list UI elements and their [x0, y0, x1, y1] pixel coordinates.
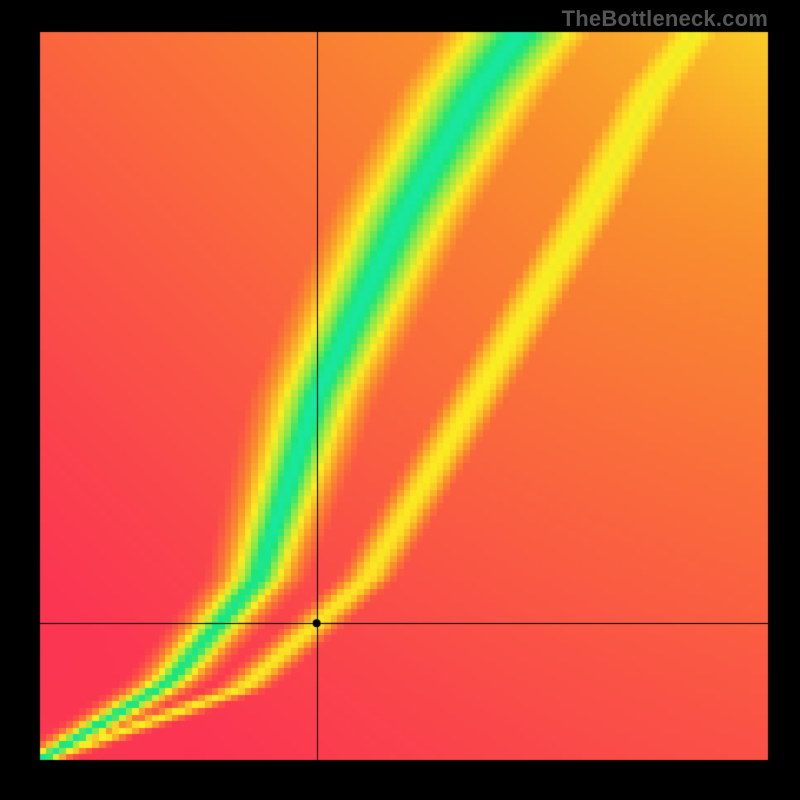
watermark-text: TheBottleneck.com: [562, 6, 768, 32]
bottleneck-heatmap: [0, 0, 800, 800]
